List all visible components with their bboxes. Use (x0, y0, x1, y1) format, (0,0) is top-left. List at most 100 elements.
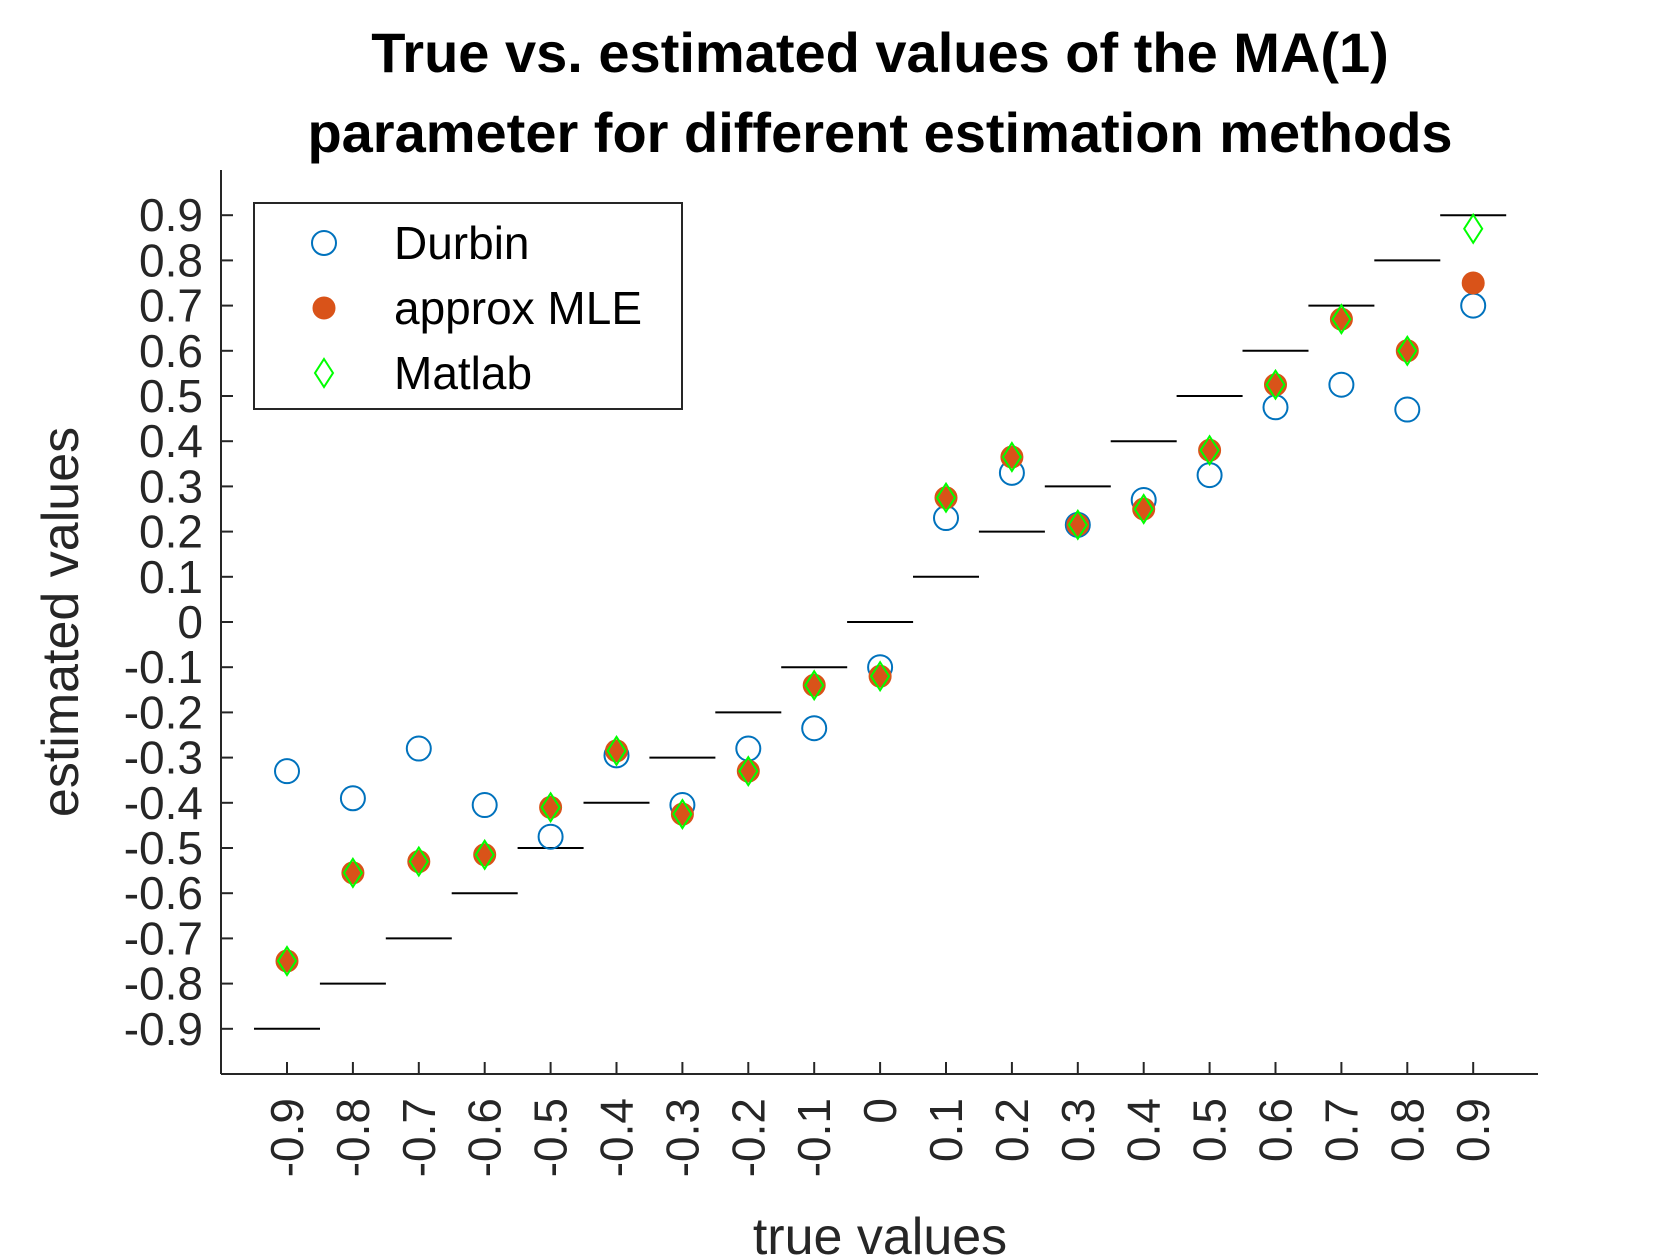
point-durbin (1460, 292, 1487, 319)
y-tick-label: -0.7 (124, 912, 203, 964)
point-matlab (276, 945, 298, 977)
x-tick-label: -0.6 (459, 1098, 511, 1177)
y-axis-label: estimated values (32, 427, 90, 817)
y-tick-label: -0.4 (124, 777, 203, 829)
y-tick-label: 0.6 (139, 325, 203, 377)
legend-label-durbin: Durbin (394, 217, 530, 269)
chart-title-line-1: True vs. estimated values of the MA(1) (371, 21, 1389, 84)
point-matlab (540, 791, 561, 824)
point-matlab (1001, 441, 1023, 473)
point-durbin (1328, 371, 1355, 398)
point-durbin (933, 505, 959, 532)
point-matlab (935, 481, 957, 514)
point-approx-mle (1264, 373, 1287, 397)
y-tick-label: 0.2 (139, 506, 203, 558)
x-tick-label: 0.1 (920, 1098, 972, 1162)
y-ticks: -0.9-0.8-0.7-0.6-0.5-0.4-0.3-0.2-0.100.1… (124, 189, 233, 1055)
x-tick-label: -0.8 (327, 1098, 379, 1177)
point-approx-mle (539, 795, 563, 819)
point-durbin (274, 758, 300, 785)
x-tick-label: 0.9 (1447, 1098, 1499, 1162)
point-durbin (537, 823, 564, 850)
chart-title-line-2: parameter for different estimation metho… (307, 101, 1452, 164)
y-tick-label: 0.9 (139, 189, 203, 241)
point-approx-mle (605, 739, 628, 763)
point-matlab (672, 798, 693, 830)
x-tick-label: -0.5 (525, 1098, 577, 1177)
y-tick-label: 0.3 (139, 460, 203, 512)
x-tick-label: 0 (854, 1098, 906, 1124)
legend-label-approx-mle: approx MLE (394, 282, 642, 334)
point-matlab (1397, 334, 1418, 367)
point-durbin (1394, 396, 1421, 423)
x-axis-label: true values (753, 1208, 1007, 1260)
point-approx-mle (1395, 339, 1419, 363)
legend: Durbin approx MLE Matlab (253, 202, 683, 410)
x-tick-label: 0.5 (1184, 1098, 1236, 1162)
point-durbin (339, 785, 366, 812)
y-tick-label: 0.5 (139, 370, 203, 422)
point-matlab (408, 845, 429, 878)
y-tick-label: 0.8 (139, 234, 203, 286)
point-approx-mle (1000, 445, 1024, 469)
point-matlab (606, 734, 627, 767)
legend-label-matlab: Matlab (394, 347, 532, 399)
point-approx-mle (736, 759, 760, 783)
legend-marker-durbin (311, 230, 337, 256)
point-matlab (1265, 368, 1286, 401)
y-tick-label: -0.1 (124, 641, 203, 693)
point-matlab (869, 660, 891, 693)
series-matlab (276, 212, 1484, 977)
x-tick-label: -0.9 (261, 1098, 313, 1177)
point-approx-mle (341, 861, 365, 885)
point-approx-mle (1198, 438, 1222, 462)
point-matlab (1067, 508, 1088, 541)
series-layer (274, 212, 1487, 977)
y-tick-label: -0.8 (124, 958, 203, 1010)
x-tick-label: 0.7 (1315, 1098, 1367, 1162)
x-tick-label: -0.4 (591, 1098, 643, 1177)
point-approx-mle (1132, 497, 1156, 521)
point-matlab (1463, 212, 1484, 245)
y-tick-label: 0 (177, 596, 203, 648)
point-durbin (801, 715, 828, 742)
point-matlab (342, 857, 364, 889)
point-approx-mle (1066, 513, 1090, 537)
x-tick-label: 0.4 (1118, 1098, 1170, 1162)
x-tick-label: 0.8 (1381, 1098, 1433, 1162)
point-approx-mle (275, 949, 299, 973)
x-tick-label: -0.3 (656, 1098, 708, 1177)
point-matlab (1331, 303, 1352, 336)
x-tick-label: -0.1 (788, 1098, 840, 1177)
legend-marker-approx-mle (312, 296, 336, 320)
point-durbin (405, 735, 432, 762)
y-tick-label: -0.2 (124, 686, 203, 738)
point-matlab (738, 755, 759, 788)
point-durbin (471, 792, 498, 819)
y-tick-label: -0.3 (124, 732, 203, 784)
x-tick-label: -0.7 (393, 1098, 445, 1177)
x-tick-label: 0.3 (1052, 1098, 1104, 1162)
point-approx-mle (802, 673, 826, 697)
point-matlab (1199, 434, 1220, 467)
series-durbin (274, 292, 1487, 850)
y-tick-label: 0.4 (139, 415, 203, 467)
point-durbin (1064, 511, 1091, 538)
x-tick-label: -0.2 (722, 1098, 774, 1177)
x-ticks: -0.9 -0.8 -0.7 -0.6 -0.5 -0.4 -0.3 -0.2 -0.1 0 0.1… (261, 1062, 1499, 1177)
point-durbin (1196, 462, 1223, 489)
y-tick-label: -0.6 (124, 867, 203, 919)
point-approx-mle (934, 486, 958, 510)
y-tick-label: 0.7 (139, 280, 203, 332)
point-approx-mle (473, 843, 497, 867)
y-tick-label: 0.1 (139, 551, 203, 603)
point-approx-mle (1461, 271, 1485, 295)
point-approx-mle (1329, 307, 1353, 331)
y-tick-label: -0.9 (124, 1003, 203, 1055)
x-tick-label: 0.2 (986, 1098, 1038, 1162)
point-matlab (1133, 493, 1154, 525)
x-tick-label: 0.6 (1250, 1098, 1302, 1162)
y-tick-label: -0.5 (124, 822, 203, 874)
point-approx-mle (407, 850, 431, 874)
